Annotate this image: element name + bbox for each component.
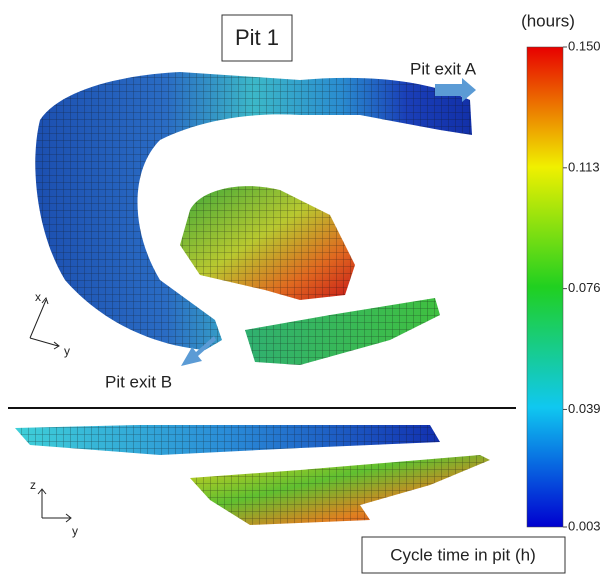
axis-label: z <box>30 478 36 492</box>
axis-label: y <box>64 344 70 358</box>
colorbar-ticks: 0.150 0.113 0.076 0.039 0.003 <box>563 38 601 533</box>
title: Pit 1 <box>235 25 279 50</box>
colorbar-unit: (hours) <box>521 11 575 30</box>
tick-label: 0.113 <box>568 159 600 174</box>
axis-icon <box>30 298 59 349</box>
axis-label: x <box>35 290 41 304</box>
tick-label: 0.076 <box>568 280 601 295</box>
exit-label: Pit exit A <box>410 59 477 78</box>
axis-icon <box>38 489 71 522</box>
colorbar-caption: Cycle time in pit (h) <box>390 545 535 564</box>
pit-top-view <box>35 72 472 365</box>
tick-label: 0.003 <box>568 518 601 533</box>
axis-label: y <box>72 524 78 538</box>
tick-label: 0.150 <box>568 38 601 53</box>
pit-side-view <box>15 425 490 525</box>
figure: Pit 1 Pit exit A Pit exit B x y z y (hou… <box>0 0 612 579</box>
tick-label: 0.039 <box>568 401 601 416</box>
exit-label: Pit exit B <box>105 372 172 391</box>
colorbar <box>527 47 563 527</box>
